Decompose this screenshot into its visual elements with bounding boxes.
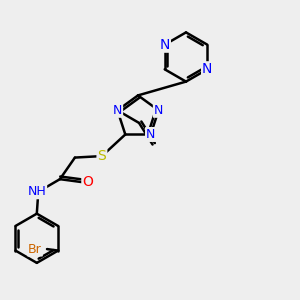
Text: N: N bbox=[146, 128, 155, 141]
Text: S: S bbox=[98, 149, 106, 163]
Text: O: O bbox=[82, 175, 93, 189]
Text: N: N bbox=[113, 104, 122, 117]
Text: Br: Br bbox=[28, 243, 42, 256]
Text: N: N bbox=[160, 38, 170, 52]
Text: N: N bbox=[202, 62, 212, 76]
Text: NH: NH bbox=[27, 185, 46, 198]
Text: N: N bbox=[154, 104, 163, 117]
